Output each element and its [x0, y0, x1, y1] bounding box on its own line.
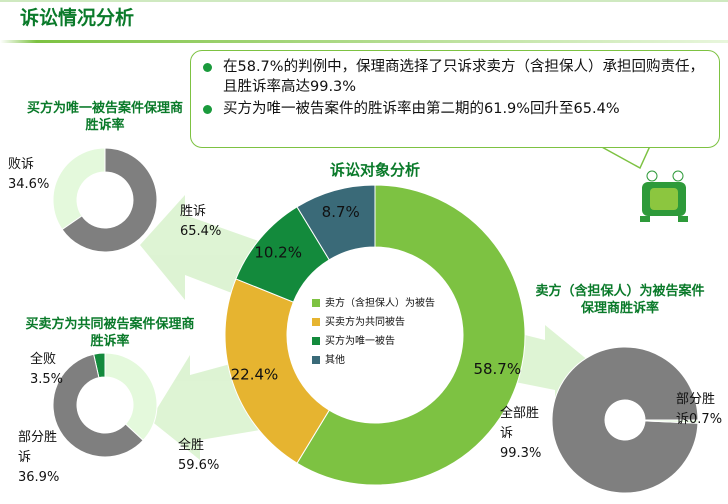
donut-slice: [52, 147, 106, 231]
slice-label: 部分胜诉 36.9%: [18, 428, 60, 488]
value-label: 99.3%: [500, 446, 542, 461]
legend-label: 其他: [325, 353, 345, 366]
slice-label: 全胜 59.6%: [178, 436, 228, 476]
callout-tail: [599, 145, 652, 170]
slice-label: 全败 3.5%: [30, 350, 75, 390]
donut-slice: [52, 353, 144, 458]
header-title: 诉讼情况分析: [20, 7, 135, 29]
legend-swatch: [312, 299, 320, 307]
value-label: 36.9%: [18, 470, 60, 485]
value-label: 58.7%: [473, 360, 521, 378]
category-label: 败诉: [8, 157, 35, 172]
value-label: 10.2%: [254, 243, 302, 261]
value-label: 22.4%: [231, 366, 279, 384]
value-label: 8.7%: [322, 203, 360, 221]
category-label: 胜诉: [180, 204, 207, 219]
legend-label: 买卖方为共同被告: [325, 315, 405, 328]
donut-slice: [644, 419, 699, 424]
legend-swatch: [312, 318, 320, 326]
bullet: 买方为唯一被告案件的胜诉率由第二期的61.9%回升至65.4%: [201, 99, 709, 119]
category-label: 全胜: [178, 438, 205, 453]
slice-label: 胜诉 65.4%: [180, 202, 230, 242]
value-label: 3.5%: [30, 372, 64, 387]
category-label: 全部胜诉: [500, 406, 540, 441]
legend-swatch: [312, 337, 320, 345]
top-rule: [0, 0, 728, 2]
category-label: 全败: [30, 352, 57, 367]
donut-slice: [224, 278, 330, 464]
callout: 在58.7%的判例中，保理商选择了只诉求卖方（含担保人）承担回购责任，且胜诉率高…: [190, 50, 720, 148]
legend-swatch: [312, 356, 320, 364]
donut-slice: [551, 346, 699, 494]
donut-slice: [296, 184, 526, 486]
value-label: 0.7%: [689, 412, 723, 427]
slice-label: 部分胜诉0.7%: [676, 390, 722, 430]
category-label: 部分胜诉: [18, 430, 58, 465]
header-rule: [0, 40, 728, 43]
chart-title: 卖方（含担保人）为被告案件保理商胜诉率: [535, 284, 705, 316]
chart-title: 买方为唯一被告案件保理商胜诉率: [26, 101, 183, 133]
mascot: [640, 170, 688, 222]
donut-slice: [296, 184, 376, 261]
legend-label: 卖方（含担保人）为被告: [325, 296, 435, 309]
donut-slice: [104, 352, 158, 442]
category-label: 部分胜诉: [676, 392, 716, 427]
slice-label: 败诉 34.6%: [8, 155, 58, 195]
slice-label: 全部胜诉 99.3%: [500, 404, 546, 464]
legend-label: 买方为唯一被告: [325, 334, 395, 347]
value-label: 34.6%: [8, 177, 50, 192]
chart-title: 买卖方为共同被告案件保理商胜诉率: [25, 317, 195, 349]
donut-slice: [61, 147, 158, 253]
chart-title: 诉讼对象分析: [329, 161, 420, 179]
value-label: 65.4%: [180, 224, 222, 239]
bullet: 在58.7%的判例中，保理商选择了只诉求卖方（含担保人）承担回购责任，且胜诉率高…: [201, 57, 709, 97]
value-label: 59.6%: [178, 458, 220, 473]
